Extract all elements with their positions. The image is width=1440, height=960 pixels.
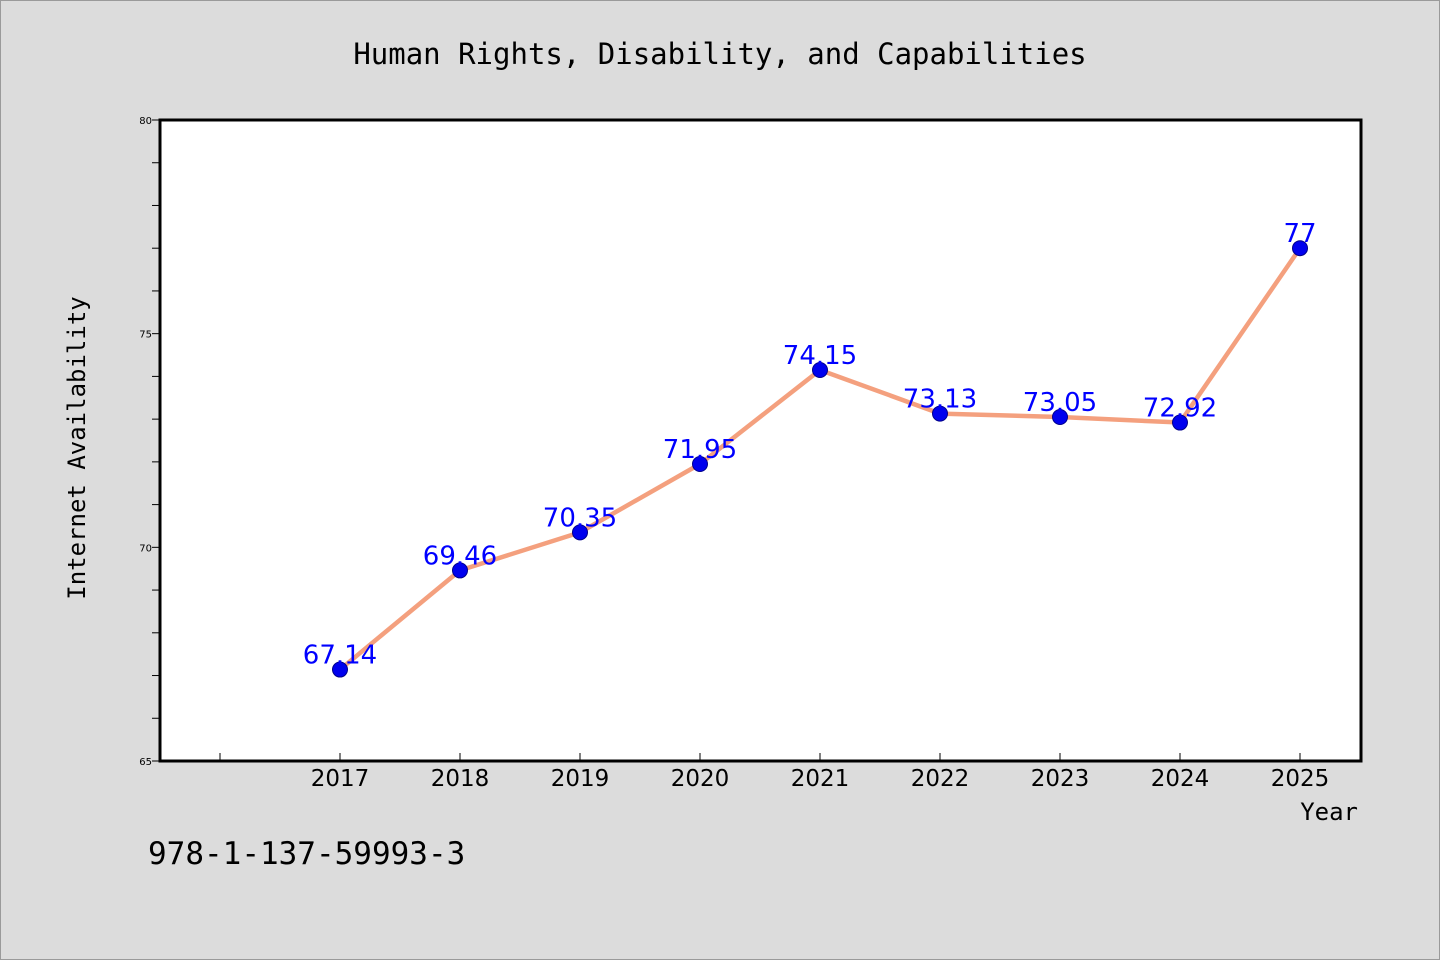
y-tick-label: 75 <box>139 330 152 341</box>
x-tick-label: 2021 <box>791 766 850 792</box>
x-tick-label: 2024 <box>1151 766 1210 792</box>
data-label: 73.13 <box>903 385 977 415</box>
data-point <box>692 456 708 473</box>
data-label: 77 <box>1283 219 1316 249</box>
x-tick-label: 2020 <box>671 766 730 792</box>
data-point <box>332 661 348 678</box>
x-tick-label: 2019 <box>551 766 610 792</box>
data-point <box>1172 414 1188 431</box>
data-point <box>1052 408 1068 425</box>
y-tick-label: 70 <box>139 543 152 554</box>
data-point <box>932 405 948 422</box>
isbn-footnote: 978-1-137-59993-3 <box>148 836 465 872</box>
y-tick-label: 65 <box>139 757 152 768</box>
x-axis-label: Year <box>1300 798 1358 826</box>
data-label: 73.05 <box>1023 388 1097 418</box>
series-layer: 67.14 69.46 70.35 71.95 74.15 73.13 73.05 72.92… <box>303 219 1317 678</box>
data-point <box>452 562 468 579</box>
data-label: 74.15 <box>783 341 857 371</box>
chart-title: Human Rights, Disability, and Capabiliti… <box>353 37 1086 71</box>
data-point <box>812 361 828 378</box>
data-label: 67.14 <box>303 641 377 671</box>
x-tick-label: 2018 <box>431 766 490 792</box>
x-tick-label: 2017 <box>311 766 370 792</box>
x-axis: 2017 2018 2019 2020 2021 2022 2023 2024 2025 <box>219 753 1330 792</box>
x-tick-label: 2023 <box>1031 766 1090 792</box>
y-axis: 65 70 75 80 <box>139 116 160 768</box>
data-label: 72.92 <box>1143 394 1217 424</box>
data-point <box>1292 240 1308 257</box>
data-label: 70.35 <box>543 503 617 533</box>
data-point <box>572 524 588 541</box>
y-axis-label: Internet Availability <box>63 296 91 599</box>
x-tick-label: 2025 <box>1271 766 1330 792</box>
x-tick-label: 2022 <box>911 766 970 792</box>
data-label: 69.46 <box>423 541 497 571</box>
y-tick-label: 80 <box>139 116 152 127</box>
data-label: 71.95 <box>663 435 737 465</box>
